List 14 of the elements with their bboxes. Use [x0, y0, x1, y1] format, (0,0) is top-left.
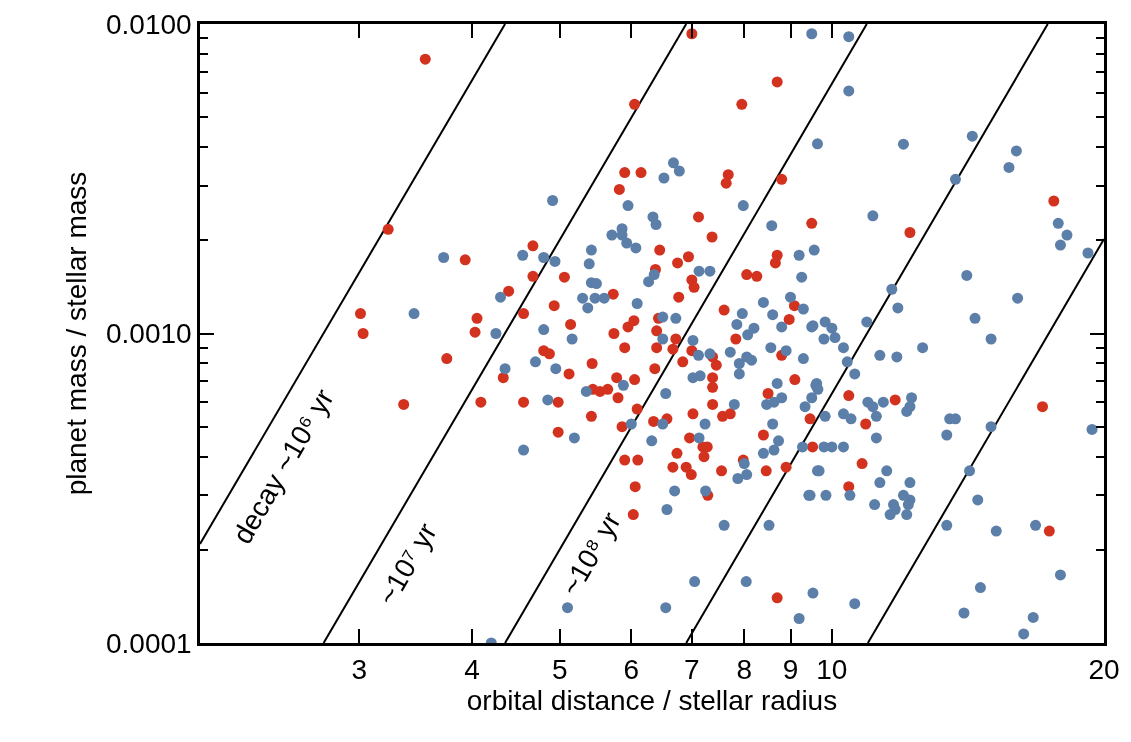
- x-tick-label: 8: [736, 654, 753, 686]
- x-tick-label: 4: [464, 654, 480, 686]
- x-axis-title: orbital distance / stellar radius: [466, 685, 838, 717]
- y-axis-title: planet mass / stellar mass: [60, 171, 92, 496]
- x-tick-label: 10: [816, 654, 848, 686]
- y-tick-label: 0.0100: [106, 8, 192, 40]
- x-tick-label: 3: [351, 654, 367, 686]
- x-tick-label: 20: [1088, 654, 1120, 686]
- y-tick-label: 0.0001: [106, 627, 192, 659]
- x-tick-label: 5: [551, 654, 568, 686]
- x-tick-label: 7: [684, 654, 700, 686]
- x-tick-label: 9: [782, 654, 799, 686]
- x-tick-label: 6: [623, 654, 640, 686]
- y-tick-label: 0.0010: [106, 318, 192, 350]
